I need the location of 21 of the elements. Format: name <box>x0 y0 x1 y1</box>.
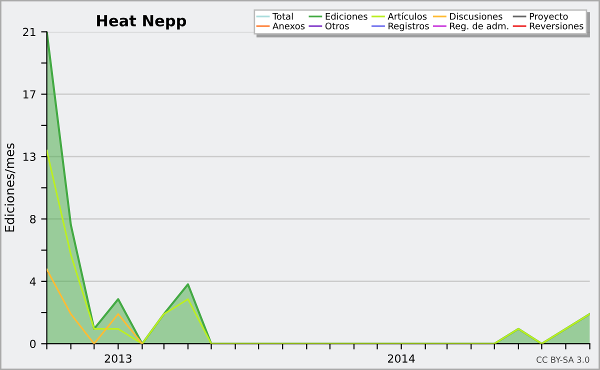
y-tick-label: 13 <box>23 152 36 161</box>
y-tick-label: 21 <box>23 28 36 36</box>
legend-label: Reg. de adm. <box>450 22 508 32</box>
chart-title: Heat Nepp <box>97 15 186 30</box>
legend-label: Proyecto <box>530 13 568 22</box>
legend-label: Registros <box>388 22 429 32</box>
legend-label: Artículos <box>388 12 427 20</box>
y-tick-label: 0 <box>30 340 36 348</box>
x-tick-label: 2013 <box>104 354 132 363</box>
legend-label: Anexos <box>272 22 305 30</box>
legend-label: Reversiones <box>530 22 584 30</box>
y-axis-title: Ediciones/mes <box>4 143 16 232</box>
text: CC BY-SA 3.0 <box>536 356 590 363</box>
y-tick-label: 8 <box>30 214 36 224</box>
y-tick-label: 4 <box>30 277 36 286</box>
legend-label: Discusiones <box>450 12 502 20</box>
legend-label: Otros <box>325 22 349 30</box>
legend-label: Ediciones <box>326 12 368 20</box>
y-tick-label: 17 <box>23 90 36 98</box>
legend-label: Total <box>272 12 293 20</box>
x-tick-label: 2014 <box>388 354 415 363</box>
